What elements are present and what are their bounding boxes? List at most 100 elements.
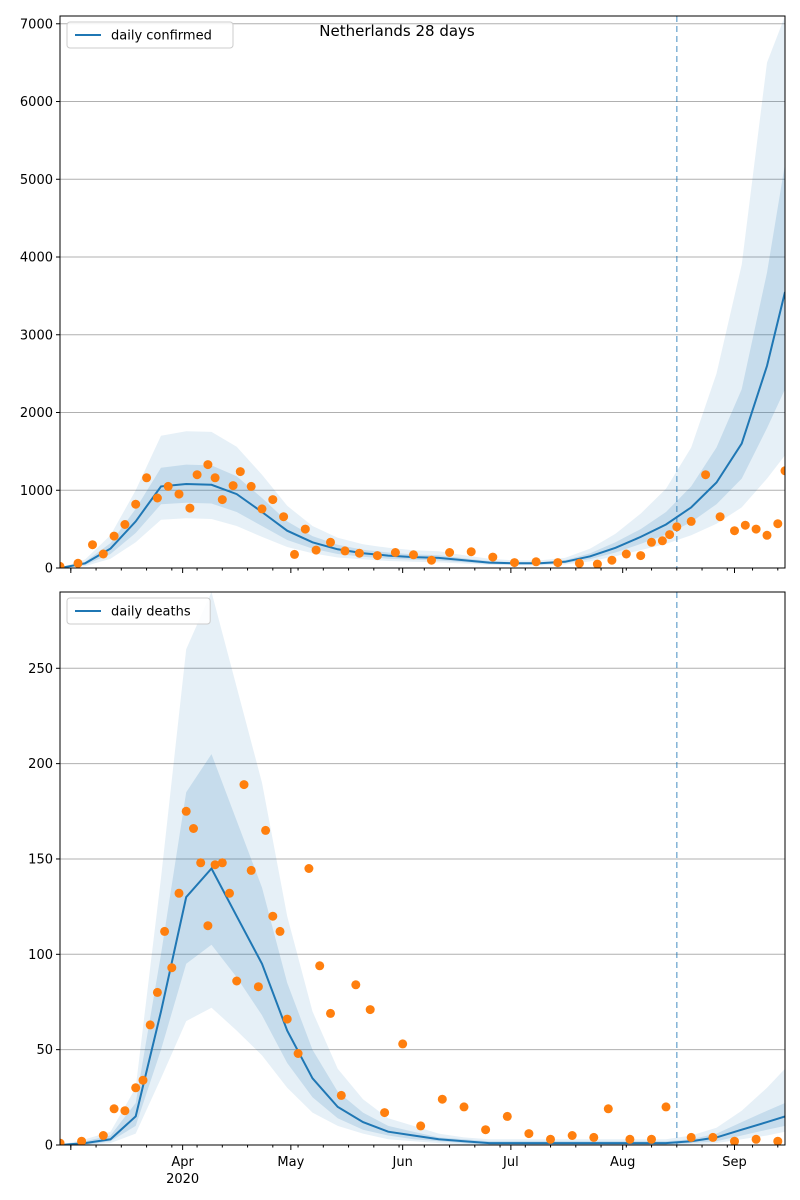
data-point xyxy=(773,1136,783,1145)
data-point xyxy=(145,1020,155,1030)
data-point xyxy=(531,557,541,567)
legend: daily deaths xyxy=(66,597,211,625)
data-point xyxy=(354,548,364,558)
x-year-label: 2020 xyxy=(166,1172,199,1187)
data-point xyxy=(686,1132,696,1142)
data-point xyxy=(88,540,97,550)
data-point xyxy=(708,1132,718,1142)
data-point xyxy=(740,520,750,530)
data-point xyxy=(120,520,130,529)
data-point xyxy=(246,865,256,875)
data-point xyxy=(553,558,563,568)
data-point xyxy=(131,1083,141,1093)
legend-box xyxy=(66,597,211,625)
legend-label: daily deaths xyxy=(111,605,191,620)
data-point xyxy=(567,1131,577,1140)
data-point xyxy=(657,536,667,546)
data-point xyxy=(174,489,184,499)
data-point xyxy=(239,780,249,790)
data-point xyxy=(181,806,191,816)
data-point xyxy=(340,546,350,556)
y-tick-label: 0 xyxy=(45,562,53,577)
data-point xyxy=(398,1039,408,1049)
data-point xyxy=(647,537,656,547)
data-point xyxy=(502,1111,512,1121)
y-tick-label: 200 xyxy=(28,757,53,772)
data-point xyxy=(142,473,152,483)
confirmed-panel: 0 1000 2000 3000 4000 5000 6000 7000 Netherlands… xyxy=(20,15,786,577)
x-tick-label: Aug xyxy=(610,1155,635,1170)
data-point xyxy=(131,499,141,509)
uncertainty-band-outer xyxy=(60,16,785,568)
axes-frame xyxy=(59,15,786,569)
data-point xyxy=(98,549,108,559)
plot-area xyxy=(60,592,785,1145)
data-point xyxy=(730,1136,739,1145)
data-point xyxy=(235,467,245,477)
y-tick-label: 7000 xyxy=(20,17,53,32)
data-point xyxy=(780,466,785,476)
y-tick-label: 100 xyxy=(28,948,53,963)
x-tick-label: Sep xyxy=(722,1155,747,1170)
data-point xyxy=(773,519,783,529)
data-point xyxy=(510,558,519,568)
legend-box xyxy=(66,21,234,49)
data-point xyxy=(311,545,321,555)
data-point xyxy=(427,555,436,565)
uncertainty-band-outer xyxy=(60,592,785,1145)
x-tick-label: Jun xyxy=(392,1155,413,1170)
data-point xyxy=(232,976,242,986)
data-point xyxy=(300,524,310,534)
data-point xyxy=(109,531,119,541)
plot-area xyxy=(60,16,785,568)
data-point xyxy=(351,980,361,990)
data-point xyxy=(574,558,584,568)
data-point xyxy=(253,982,263,992)
data-point xyxy=(77,1136,87,1145)
data-point xyxy=(246,481,256,491)
uncertainty-band-inner xyxy=(60,754,785,1145)
data-point xyxy=(751,1134,761,1144)
data-point xyxy=(185,503,195,513)
data-point xyxy=(73,558,83,568)
legend-label: daily confirmed xyxy=(111,29,212,44)
data-point xyxy=(268,495,278,505)
data-point xyxy=(192,470,202,480)
data-point xyxy=(196,858,206,868)
y-tick-label: 0 xyxy=(45,1139,53,1154)
data-point xyxy=(293,1049,303,1058)
data-point xyxy=(672,522,682,532)
data-point xyxy=(524,1129,534,1139)
data-point xyxy=(210,473,220,483)
data-point xyxy=(326,537,335,547)
y-tick-label: 150 xyxy=(28,852,53,867)
deaths-panel: 0 50 100 150 200 250 Apr May Jun Jul Aug Sep 2020 dai… xyxy=(28,591,786,1187)
data-point xyxy=(603,1104,613,1114)
data-point xyxy=(282,1014,292,1024)
data-point xyxy=(138,1075,148,1085)
data-point xyxy=(261,825,271,835)
data-point xyxy=(60,1138,65,1145)
data-point xyxy=(416,1121,426,1131)
data-point xyxy=(488,552,498,562)
data-point xyxy=(257,504,267,514)
y-tick-label: 2000 xyxy=(20,406,53,421)
data-point xyxy=(701,470,711,480)
data-point xyxy=(437,1094,447,1104)
y-tick-label: 250 xyxy=(28,662,53,677)
data-point xyxy=(326,1008,335,1018)
data-point xyxy=(203,921,213,931)
data-point xyxy=(304,864,314,873)
uncertainty-band-inner xyxy=(60,163,785,568)
data-point xyxy=(445,548,455,557)
legend: daily confirmed xyxy=(66,21,234,49)
data-point xyxy=(751,524,761,534)
data-point xyxy=(621,549,631,559)
data-point xyxy=(665,530,675,540)
data-point xyxy=(625,1134,635,1144)
data-point xyxy=(686,516,696,526)
data-point xyxy=(120,1106,130,1116)
series-line xyxy=(60,291,785,568)
data-point xyxy=(152,493,162,503)
